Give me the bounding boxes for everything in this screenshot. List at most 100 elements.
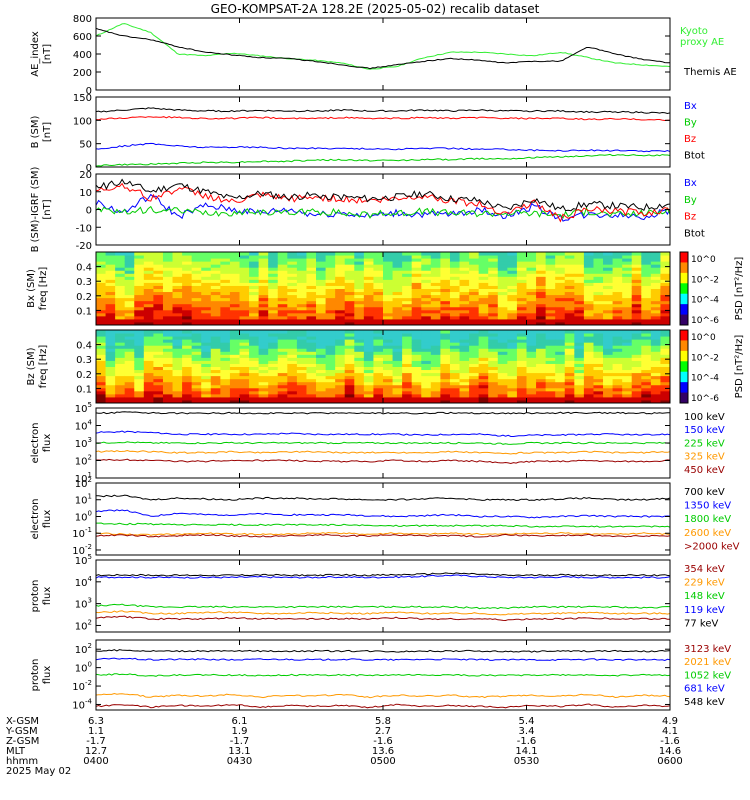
spectrogram-cell — [526, 291, 537, 296]
spectrogram-cell — [124, 294, 135, 299]
spectrogram-cell — [115, 270, 126, 274]
spectrogram-cell — [162, 345, 174, 349]
y-tick-base: 10 — [75, 664, 88, 675]
spectrogram-cell — [153, 309, 164, 314]
spectrogram-cell — [421, 288, 432, 293]
spectrogram-cell — [402, 399, 413, 404]
spectrogram-cell — [430, 276, 441, 280]
spectrogram-cell — [296, 399, 307, 404]
spectrogram-cell — [449, 273, 461, 277]
spectrogram-cell — [536, 360, 547, 364]
spectrogram-cell — [277, 273, 288, 277]
spectrogram-cell — [564, 375, 575, 380]
spectrogram-cell — [583, 315, 594, 320]
spectrogram-cell — [143, 318, 154, 323]
spectrogram-cell — [469, 300, 480, 305]
spectrogram-cell — [373, 306, 384, 311]
spectrogram-cell — [574, 303, 585, 308]
spectrogram-cell — [583, 330, 594, 334]
series-line — [95, 205, 671, 219]
spectrogram-cell — [593, 390, 604, 395]
spectrogram-cell — [134, 366, 145, 371]
spectrogram-cell — [201, 270, 212, 274]
spectrogram-cell — [641, 315, 652, 320]
spectrogram-cell — [449, 354, 461, 358]
spectrogram-cell — [631, 354, 642, 358]
spectrogram-cell — [392, 378, 403, 383]
spectrogram-cell — [172, 291, 183, 296]
spectrogram-cell — [239, 342, 250, 346]
spectrogram-cell — [564, 387, 575, 392]
spectrogram-cell — [469, 354, 480, 358]
spectrogram-cell — [153, 294, 164, 299]
spectrogram-cell — [363, 378, 374, 383]
spectrogram-cell — [296, 372, 307, 377]
spectrogram-cell — [239, 369, 250, 374]
spectrogram-cell — [143, 315, 154, 320]
spectrogram-cell — [363, 384, 374, 389]
spectrogram-cell — [402, 297, 413, 302]
spectrogram-cell — [220, 279, 231, 283]
colorbar-label: PSD [nT²/Hz] — [734, 257, 745, 321]
spectrogram-cell — [507, 282, 518, 286]
spectrogram-cell — [392, 282, 403, 286]
spectrogram-cell — [172, 294, 183, 299]
spectrogram-cell — [134, 363, 145, 367]
spectrogram-cell — [162, 267, 174, 271]
spectrogram-cell — [143, 294, 154, 299]
spectrogram-cell — [516, 369, 527, 374]
spectrogram-cell — [392, 291, 403, 296]
spectrogram-cell — [440, 351, 451, 355]
spectrogram-cell — [622, 333, 633, 337]
spectrogram-cell — [210, 396, 221, 401]
spectrogram-cell — [287, 354, 298, 358]
spectrogram-cell — [210, 366, 221, 371]
spectrogram-cell — [162, 381, 174, 386]
spectrogram-cell — [229, 342, 240, 346]
spectrogram-cell — [296, 261, 307, 265]
spectrogram-cell — [603, 330, 614, 334]
spectrogram-cell — [622, 267, 633, 271]
spectrogram-cell — [421, 351, 432, 355]
spectrogram-cell — [583, 345, 594, 349]
spectrogram-cell — [564, 372, 575, 377]
spectrogram-cell — [229, 330, 240, 334]
spectrogram-cell — [153, 270, 164, 274]
spectrogram-cell — [229, 378, 240, 383]
spectrogram-cell — [335, 348, 346, 352]
spectrogram-cell — [249, 354, 260, 358]
spectrogram-cell — [239, 384, 250, 389]
y-axis-label: B (SM)-IGRF (SM)[nT] — [30, 167, 53, 253]
spectrogram-cell — [220, 288, 231, 293]
spectrogram-cell — [373, 360, 384, 364]
spectrogram-cell — [268, 399, 279, 404]
spectrogram-cell — [249, 384, 260, 389]
spectrogram-cell — [459, 279, 470, 283]
spectrogram-cell — [411, 354, 422, 358]
spectrogram-cell — [182, 288, 193, 293]
spectrogram-cell — [268, 252, 279, 256]
spectrogram-cell — [296, 297, 307, 302]
spectrogram-cell — [220, 297, 231, 302]
y-tick-label: 10 — [79, 188, 92, 199]
spectrogram-cell — [335, 357, 346, 361]
spectrogram-cell — [335, 252, 346, 256]
spectrogram-cell — [660, 399, 671, 404]
spectrogram-cell — [249, 252, 260, 256]
spectrogram-cell — [660, 300, 671, 305]
spectrogram-cell — [459, 351, 470, 355]
spectrogram-cell — [430, 306, 441, 311]
spectrogram-cell — [373, 366, 384, 371]
y-tick-label: 102 — [75, 618, 92, 632]
spectrogram-cell — [115, 291, 126, 296]
spectrogram-cell — [383, 294, 394, 299]
spectrogram-cell — [459, 258, 470, 262]
y-tick-exp: 1 — [88, 471, 92, 479]
spectrogram-cell — [153, 255, 164, 259]
spectrogram-cell — [516, 285, 527, 289]
spectrogram-cell — [124, 375, 135, 380]
spectrogram-cell — [201, 333, 212, 337]
spectrogram-cell — [363, 387, 374, 392]
